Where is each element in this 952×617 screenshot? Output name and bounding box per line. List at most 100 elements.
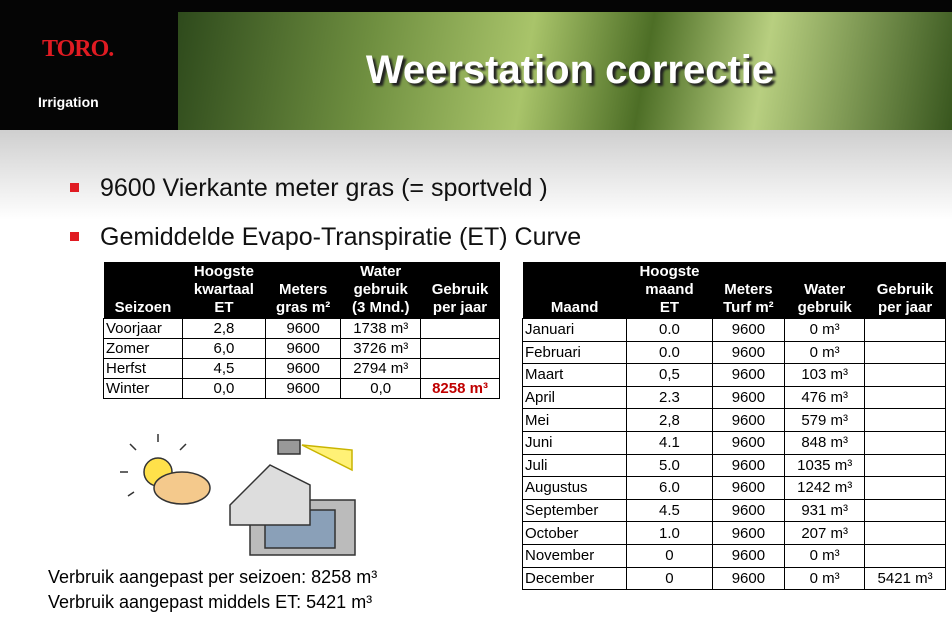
table-cell: Maart	[523, 364, 627, 387]
table-cell: November	[523, 544, 627, 567]
header-row: MaandHoogste maand ETMeters Turf m²Water…	[523, 262, 946, 319]
table-cell: 9600	[712, 341, 785, 364]
table-cell: 2,8	[182, 319, 265, 339]
table-cell: 9600	[712, 477, 785, 500]
table-cell: 0	[627, 544, 712, 567]
header-cell: Meters gras m²	[265, 262, 340, 319]
table-cell: October	[523, 522, 627, 545]
table-row: December096000 m³5421 m³	[523, 567, 946, 590]
logo-brand: TORO.	[42, 36, 113, 63]
table-cell: 6.0	[627, 477, 712, 500]
table-cell: December	[523, 567, 627, 590]
table-cell: 0 m³	[785, 567, 865, 590]
table-cell: 0,0	[341, 379, 421, 399]
table-cell: 579 m³	[785, 409, 865, 432]
header-cell: Water gebruik (3 Mnd.)	[341, 262, 421, 319]
table-cell: 0,0	[182, 379, 265, 399]
table-cell: 9600	[712, 409, 785, 432]
slide-title: Weerstation correctie	[200, 48, 940, 93]
table-cell: 9600	[712, 522, 785, 545]
table-cell: Herfst	[104, 359, 183, 379]
table-cell: 2794 m³	[341, 359, 421, 379]
header-cell: Water gebruik	[785, 262, 865, 319]
table-cell: 2,8	[627, 409, 712, 432]
table-cell: 9600	[265, 319, 340, 339]
empty-cell	[865, 431, 946, 454]
bullet: 9600 Vierkante meter gras (= sportveld )	[100, 174, 548, 203]
table-cell: 0 m³	[785, 341, 865, 364]
table-cell: Augustus	[523, 477, 627, 500]
table-cell: 9600	[265, 359, 340, 379]
header-cell: Seizoen	[104, 262, 183, 319]
table-cell: 5421 m³	[865, 567, 946, 590]
table-cell: Februari	[523, 341, 627, 364]
bullet-marker	[70, 232, 79, 241]
empty-cell	[421, 319, 500, 339]
empty-cell	[421, 339, 500, 359]
table-row: Maart0,59600103 m³	[523, 364, 946, 387]
footnote: Verbruik aangepast middels ET: 5421 m³	[48, 592, 372, 613]
empty-cell	[421, 359, 500, 379]
table-cell: 4.5	[627, 499, 712, 522]
table-cell: 1738 m³	[341, 319, 421, 339]
empty-cell	[865, 499, 946, 522]
empty-cell	[865, 319, 946, 342]
table-cell: Juni	[523, 431, 627, 454]
bullet-marker	[70, 183, 79, 192]
table-cell: 6,0	[182, 339, 265, 359]
table-cell: 9600	[712, 431, 785, 454]
header-row: SeizoenHoogste kwartaal ETMeters gras m²…	[104, 262, 500, 319]
table-cell: 9600	[712, 386, 785, 409]
table-row: October1.09600207 m³	[523, 522, 946, 545]
empty-cell	[865, 364, 946, 387]
table-cell: 9600	[712, 454, 785, 477]
table-cell: 0,5	[627, 364, 712, 387]
weather-icons	[120, 430, 370, 560]
logo-sub: Irrigation	[38, 94, 99, 110]
table-cell: 1242 m³	[785, 477, 865, 500]
table-cell: 9600	[265, 339, 340, 359]
table-cell: 3726 m³	[341, 339, 421, 359]
table-cell: 9600	[712, 544, 785, 567]
table-cell: 848 m³	[785, 431, 865, 454]
table-cell: 1035 m³	[785, 454, 865, 477]
table-cell: 0 m³	[785, 319, 865, 342]
table-cell: Juli	[523, 454, 627, 477]
header-cell: Gebruik per jaar	[865, 262, 946, 319]
table-cell: 2.3	[627, 386, 712, 409]
table-row: Januari0.096000 m³	[523, 319, 946, 342]
table-cell: 931 m³	[785, 499, 865, 522]
empty-cell	[865, 386, 946, 409]
table-cell: 207 m³	[785, 522, 865, 545]
table-cell: 9600	[712, 567, 785, 590]
slide: TORO. Irrigation Weerstation correctie 9…	[0, 0, 952, 617]
bullet: Gemiddelde Evapo-Transpiratie (ET) Curve	[100, 223, 581, 252]
table-cell: 0.0	[627, 341, 712, 364]
month-table: MaandHoogste maand ETMeters Turf m²Water…	[522, 262, 946, 590]
table-cell: 0 m³	[785, 544, 865, 567]
table-cell: 9600	[712, 499, 785, 522]
table-cell: 9600	[712, 319, 785, 342]
empty-cell	[865, 454, 946, 477]
table-cell: 5.0	[627, 454, 712, 477]
table-cell: 8258 m³	[421, 379, 500, 399]
table-cell: 4,5	[182, 359, 265, 379]
table-cell: Winter	[104, 379, 183, 399]
table-cell: Januari	[523, 319, 627, 342]
table-cell: April	[523, 386, 627, 409]
header-cell: Meters Turf m²	[712, 262, 785, 319]
table-cell: 476 m³	[785, 386, 865, 409]
table-cell: 4.1	[627, 431, 712, 454]
footnote: Verbruik aangepast per seizoen: 8258 m³	[48, 567, 377, 588]
header-cell: Gebruik per jaar	[421, 262, 500, 319]
